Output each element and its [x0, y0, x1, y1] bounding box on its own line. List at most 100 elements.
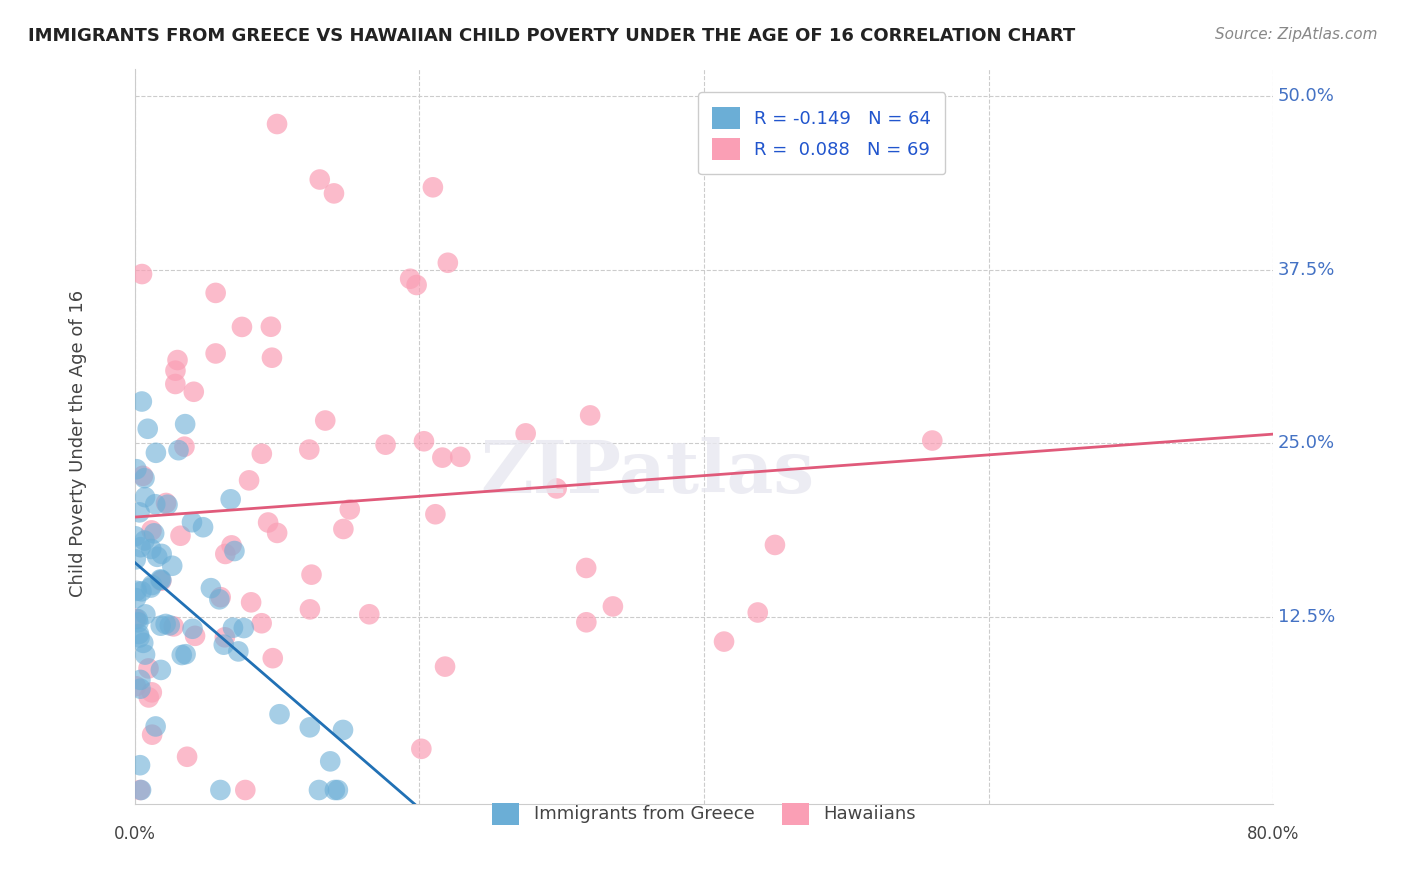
- Hawaiians: [204, 285, 226, 300]
- Immigrants from Greece: [143, 497, 166, 511]
- Immigrants from Greece: [132, 636, 155, 650]
- Hawaiians: [301, 567, 323, 582]
- Text: 0.0%: 0.0%: [114, 825, 156, 843]
- Hawaiians: [359, 607, 381, 622]
- Hawaiians: [579, 409, 602, 423]
- Text: 80.0%: 80.0%: [1247, 825, 1299, 843]
- Hawaiians: [434, 659, 457, 673]
- Immigrants from Greece: [308, 783, 330, 797]
- Immigrants from Greece: [298, 720, 321, 734]
- Immigrants from Greece: [219, 492, 242, 507]
- Immigrants from Greece: [191, 520, 214, 534]
- Immigrants from Greece: [170, 648, 193, 662]
- Immigrants from Greece: [150, 573, 173, 587]
- Hawaiians: [298, 442, 321, 457]
- Text: 37.5%: 37.5%: [1278, 260, 1334, 278]
- Immigrants from Greece: [181, 515, 204, 529]
- Text: IMMIGRANTS FROM GREECE VS HAWAIIAN CHILD POVERTY UNDER THE AGE OF 16 CORRELATION: IMMIGRANTS FROM GREECE VS HAWAIIAN CHILD…: [28, 27, 1076, 45]
- Hawaiians: [266, 117, 288, 131]
- Hawaiians: [233, 783, 256, 797]
- Hawaiians: [184, 629, 207, 643]
- Immigrants from Greece: [145, 719, 167, 733]
- Immigrants from Greece: [141, 578, 163, 592]
- Immigrants from Greece: [134, 490, 156, 504]
- Immigrants from Greece: [125, 552, 148, 566]
- Text: ZIPatlas: ZIPatlas: [479, 437, 814, 508]
- Hawaiians: [399, 272, 422, 286]
- Immigrants from Greece: [212, 638, 235, 652]
- Immigrants from Greece: [131, 584, 153, 599]
- Hawaiians: [141, 685, 163, 699]
- Hawaiians: [260, 351, 283, 365]
- Immigrants from Greece: [129, 783, 152, 797]
- Immigrants from Greece: [174, 647, 197, 661]
- Immigrants from Greece: [167, 443, 190, 458]
- Hawaiians: [240, 595, 263, 609]
- Hawaiians: [125, 612, 148, 626]
- Immigrants from Greece: [134, 648, 156, 662]
- Immigrants from Greece: [129, 540, 152, 554]
- Hawaiians: [176, 749, 198, 764]
- Hawaiians: [763, 538, 786, 552]
- Immigrants from Greece: [131, 394, 153, 409]
- Hawaiians: [231, 320, 253, 334]
- Hawaiians: [173, 440, 195, 454]
- Hawaiians: [129, 783, 152, 797]
- Immigrants from Greece: [124, 529, 146, 543]
- Hawaiians: [437, 256, 460, 270]
- Hawaiians: [257, 516, 280, 530]
- Hawaiians: [125, 679, 148, 693]
- Hawaiians: [166, 353, 188, 368]
- Hawaiians: [546, 482, 568, 496]
- Immigrants from Greece: [129, 681, 152, 696]
- Immigrants from Greece: [228, 644, 250, 658]
- Immigrants from Greece: [136, 422, 159, 436]
- Text: 25.0%: 25.0%: [1278, 434, 1334, 452]
- Hawaiians: [323, 186, 346, 201]
- Hawaiians: [138, 661, 160, 675]
- Hawaiians: [214, 547, 236, 561]
- Hawaiians: [132, 468, 155, 483]
- Hawaiians: [713, 634, 735, 648]
- Hawaiians: [150, 574, 173, 588]
- Immigrants from Greece: [159, 618, 181, 632]
- Immigrants from Greece: [149, 618, 172, 632]
- Immigrants from Greece: [127, 615, 149, 630]
- Immigrants from Greece: [208, 592, 231, 607]
- Hawaiians: [141, 524, 163, 538]
- Text: Child Poverty Under the Age of 16: Child Poverty Under the Age of 16: [69, 290, 87, 597]
- Immigrants from Greece: [155, 616, 177, 631]
- Hawaiians: [238, 474, 260, 488]
- Immigrants from Greece: [149, 573, 172, 587]
- Immigrants from Greece: [146, 549, 169, 564]
- Immigrants from Greece: [156, 498, 179, 512]
- Immigrants from Greece: [222, 621, 245, 635]
- Hawaiians: [747, 606, 769, 620]
- Hawaiians: [405, 277, 427, 292]
- Immigrants from Greece: [125, 591, 148, 606]
- Hawaiians: [425, 508, 447, 522]
- Immigrants from Greece: [134, 607, 156, 622]
- Immigrants from Greece: [149, 663, 172, 677]
- Hawaiians: [162, 619, 184, 633]
- Immigrants from Greece: [139, 581, 162, 595]
- Hawaiians: [575, 561, 598, 575]
- Immigrants from Greece: [143, 526, 166, 541]
- Hawaiians: [266, 525, 288, 540]
- Immigrants from Greece: [134, 471, 156, 485]
- Immigrants from Greece: [160, 558, 183, 573]
- Immigrants from Greece: [128, 631, 150, 645]
- Immigrants from Greece: [209, 783, 232, 797]
- Immigrants from Greece: [129, 673, 152, 687]
- Immigrants from Greece: [224, 544, 246, 558]
- Immigrants from Greece: [141, 541, 163, 556]
- Hawaiians: [250, 447, 273, 461]
- Text: Source: ZipAtlas.com: Source: ZipAtlas.com: [1215, 27, 1378, 42]
- Hawaiians: [921, 434, 943, 448]
- Hawaiians: [183, 384, 205, 399]
- Hawaiians: [314, 413, 336, 427]
- Immigrants from Greece: [200, 581, 222, 595]
- Hawaiians: [374, 438, 396, 452]
- Hawaiians: [260, 319, 283, 334]
- Immigrants from Greece: [127, 612, 149, 626]
